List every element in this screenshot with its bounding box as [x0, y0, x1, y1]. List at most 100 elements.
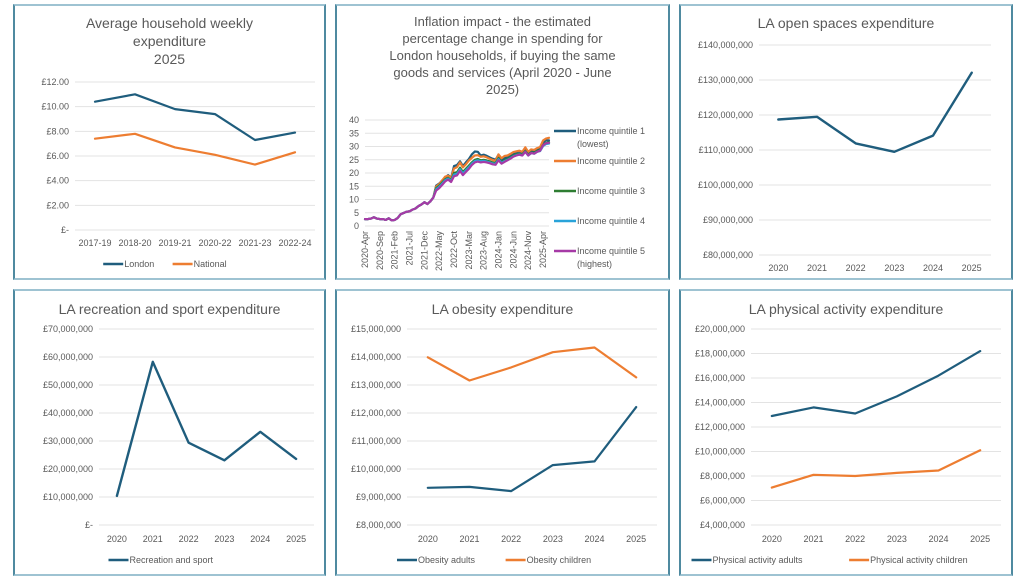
chart-title-line: London households, if buying the same: [389, 48, 615, 63]
chart-title: LA recreation and sport expenditure: [59, 301, 281, 317]
y-tick-label: £40,000,000: [43, 408, 93, 418]
y-tick-label: £10,000,000: [43, 492, 93, 502]
legend-label: Obesity children: [527, 555, 592, 565]
x-tick-label: 2021-Dec: [419, 231, 429, 271]
chart-title-line: 2025: [154, 51, 185, 67]
legend: Obesity adults Obesity children: [397, 555, 591, 565]
chart-title-line: expenditure: [133, 33, 206, 49]
x-tick-label: 2025-Apr: [538, 231, 548, 268]
y-tick-label: 30: [349, 142, 359, 152]
y-tick-label: £12,000,000: [695, 422, 745, 432]
legend-label: Physical activity children: [870, 555, 968, 565]
legend-label: Physical activity adults: [713, 555, 804, 565]
y-tick-label: £12,000,000: [351, 408, 401, 418]
y-tick-label: £80,000,000: [703, 250, 753, 260]
chart-panel-weekly-expenditure: Average household weekly expenditure 2025 £…: [13, 4, 326, 280]
chart-open-spaces: LA open spaces expenditure £80,000,000 £90…: [698, 15, 991, 273]
legend-label-line: Income quintile 1: [577, 126, 645, 136]
x-tick-label: 2024: [923, 263, 943, 273]
series-line-london: [93, 93, 297, 142]
chart-obesity: LA obesity expenditure £8,000,000 £9,000,0…: [351, 301, 657, 565]
x-tick-label: 2023: [884, 263, 904, 273]
x-tick-label: 2021-Feb: [390, 231, 400, 270]
y-tick-label: £140,000,000: [698, 40, 753, 50]
x-tick-label: 2025: [286, 534, 306, 544]
chart-title-line: Inflation impact - the estimated: [414, 14, 591, 29]
legend: Income quintile 1 (lowest) Income quintile…: [554, 126, 645, 269]
x-tick-label: 2019-21: [158, 238, 191, 248]
y-tick-label: £100,000,000: [698, 180, 753, 190]
y-tick-label: 0: [354, 221, 359, 231]
y-tick-label: £18,000,000: [695, 349, 745, 359]
y-tick-label: £8,000,000: [700, 471, 745, 481]
x-tick-label: 2020-Apr: [360, 231, 370, 268]
y-tick-label: £11,000,000: [352, 436, 401, 446]
y-tick-label: £50,000,000: [43, 380, 93, 390]
legend-label: Income quintile 2: [577, 156, 645, 166]
gridlines: [99, 328, 314, 526]
x-tick-label: 2021: [803, 534, 823, 544]
y-tick-label: £2.00: [46, 200, 69, 210]
legend-label-line: Income quintile 5: [577, 246, 645, 256]
y-tick-label: 15: [349, 181, 359, 191]
y-tick-label: £14,000,000: [695, 398, 745, 408]
chart-title-line: LA recreation and sport expenditure: [59, 301, 281, 317]
x-tick-label: 2023: [543, 534, 563, 544]
x-tick-label: 2022: [179, 534, 199, 544]
x-tick-label: 2025: [962, 263, 982, 273]
series-line-recreation-and-sport: [115, 360, 298, 498]
y-tick-label: £10,000,000: [695, 447, 745, 457]
x-tick-label: 2022-24: [278, 238, 311, 248]
x-tick-label: 2024-Jan: [494, 231, 504, 269]
chart-panel-recreation-sport: LA recreation and sport expenditure £- £10…: [13, 289, 326, 576]
y-tick-label: £8.00: [46, 126, 69, 136]
chart-title: LA obesity expenditure: [432, 301, 574, 317]
x-tick-label: 2024: [928, 534, 948, 544]
x-tick-label: 2021-23: [238, 238, 271, 248]
gridlines: [365, 119, 549, 227]
x-tick-label: 2018-20: [118, 238, 151, 248]
y-tick-label: £130,000,000: [698, 75, 753, 85]
series-line-obesity-children: [426, 346, 638, 382]
y-tick-label: 35: [349, 128, 359, 138]
y-tick-label: £70,000,000: [43, 324, 93, 334]
chart-title: LA open spaces expenditure: [758, 15, 935, 31]
x-tick-label: 2024: [584, 534, 604, 544]
y-tick-label: £14,000,000: [351, 352, 401, 362]
y-tick-label: £9,000,000: [356, 492, 401, 502]
y-tick-label: £12.00: [41, 77, 69, 87]
legend-label-line: (lowest): [577, 139, 609, 149]
y-tick-label: £6.00: [46, 151, 69, 161]
chart-panel-open-spaces: LA open spaces expenditure £80,000,000 £90…: [679, 4, 1013, 280]
legend-label-line: (highest): [577, 259, 612, 269]
series-line-physical-activity-children: [770, 449, 982, 489]
series-line-obesity-adults: [426, 405, 638, 493]
y-tick-label: £110,000,000: [699, 145, 753, 155]
chart-panel-physical-activity: LA physical activity expenditure £4,000,0…: [679, 289, 1013, 576]
y-tick-label: £120,000,000: [698, 110, 753, 120]
y-tick-label: £10.00: [41, 102, 69, 112]
x-tick-label: 2023-Mar: [464, 231, 474, 270]
legend-label: Obesity adults: [418, 555, 476, 565]
y-tick-label: £16,000,000: [695, 373, 745, 383]
y-tick-label: £13,000,000: [351, 380, 401, 390]
y-tick-label: £20,000,000: [695, 324, 745, 334]
x-tick-label: 2025: [970, 534, 990, 544]
y-tick-label: £-: [85, 520, 93, 530]
legend-label: Recreation and sport: [130, 555, 214, 565]
x-tick-label: 2020-22: [198, 238, 231, 248]
series-line-physical-activity-adults: [770, 349, 982, 418]
y-tick-label: 25: [349, 155, 359, 165]
x-tick-label: 2024-Nov: [523, 231, 533, 271]
chart-panel-obesity: LA obesity expenditure £8,000,000 £9,000,0…: [335, 289, 670, 576]
chart-title-line: LA obesity expenditure: [432, 301, 574, 317]
chart-weekly-expenditure: Average household weekly expenditure 2025 £…: [41, 15, 315, 269]
legend: Recreation and sport: [108, 555, 214, 565]
legend-label-line: Income quintile 3: [577, 186, 645, 196]
chart-title-line: LA open spaces expenditure: [758, 15, 935, 31]
x-tick-label: 2023: [887, 534, 907, 544]
x-tick-label: 2023-Aug: [479, 231, 489, 270]
y-tick-label: 40: [349, 115, 359, 125]
legend-label: Income quintile 4: [577, 216, 645, 226]
y-tick-label: £90,000,000: [703, 215, 753, 225]
